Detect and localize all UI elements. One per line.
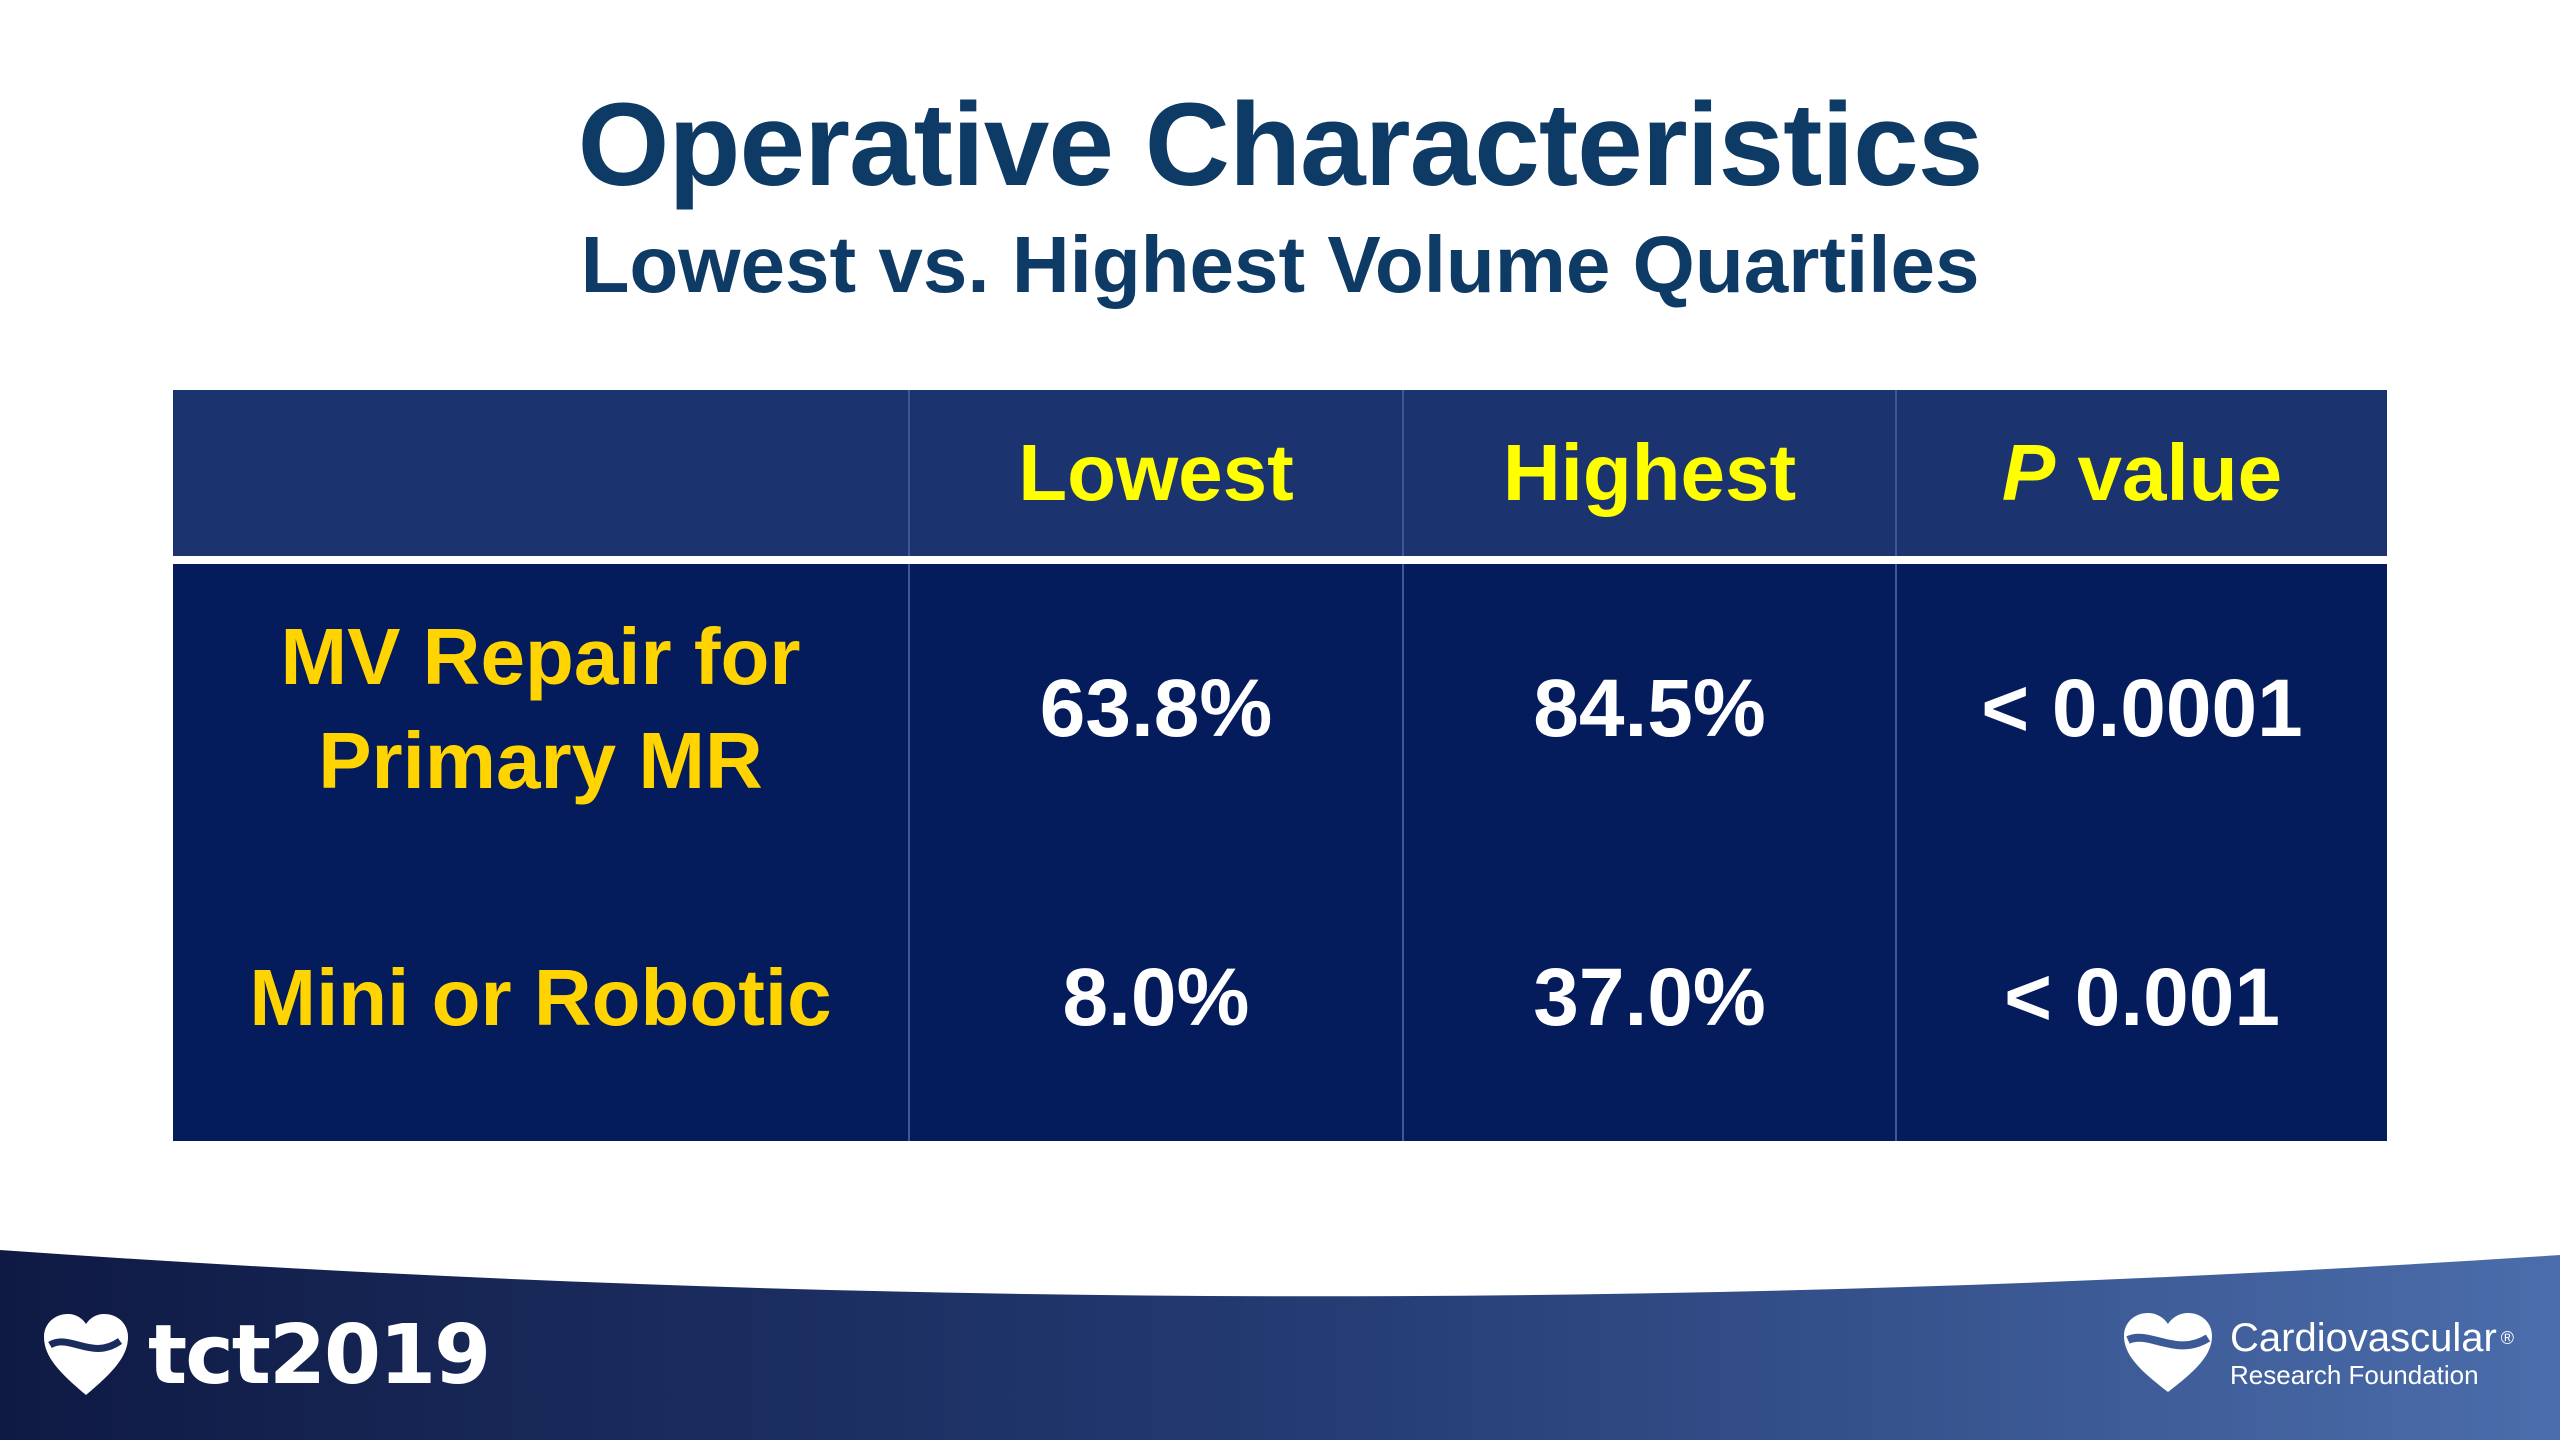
header-p-rest: value xyxy=(2055,428,2283,517)
row-label: Mini or Robotic xyxy=(249,952,832,1042)
heart-logo-icon xyxy=(44,1314,128,1395)
header-p-value: P value xyxy=(1895,390,2387,556)
header-highest: Highest xyxy=(1402,390,1895,556)
tct-logo: tct2019 xyxy=(40,1300,491,1410)
row-label-line2: Primary MR xyxy=(318,716,763,805)
row-label: MV Repair for Primary MR xyxy=(173,564,908,854)
slide-title: Operative Characteristics xyxy=(577,79,1984,211)
highest-value: 84.5% xyxy=(1402,564,1895,854)
table-header-row: Lowest Highest P value xyxy=(173,390,2387,556)
tct-logo-text: tct2019 xyxy=(148,1307,491,1403)
table-row: Mini or Robotic 8.0% 37.0% < 0.001 xyxy=(173,854,2387,1141)
slide-subtitle: Lowest vs. Highest Volume Quartiles xyxy=(580,220,1980,309)
footer-band xyxy=(0,1250,2560,1440)
crf-line2: Research Foundation xyxy=(2230,1360,2479,1390)
header-p-italic: P xyxy=(2001,428,2056,517)
header-empty-cell xyxy=(173,390,908,556)
row-label-line1: MV Repair for xyxy=(280,612,801,701)
header-lowest: Lowest xyxy=(908,390,1402,556)
table-row: MV Repair for Primary MR 63.8% 84.5% < 0… xyxy=(173,564,2387,854)
crf-line1: Cardiovascular xyxy=(2230,1316,2497,1360)
crf-logo-text: Cardiovascular ® Research Foundation xyxy=(2230,1316,2514,1390)
p-value: < 0.001 xyxy=(1895,854,2387,1141)
lowest-value: 63.8% xyxy=(908,564,1402,854)
crf-heart-logo-icon xyxy=(2124,1313,2212,1392)
lowest-value: 8.0% xyxy=(908,854,1402,1141)
header-separator xyxy=(173,556,2387,564)
p-value: < 0.0001 xyxy=(1895,564,2387,854)
highest-value: 37.0% xyxy=(1402,854,1895,1141)
crf-logo: Cardiovascular ® Research Foundation xyxy=(2120,1310,2514,1396)
data-table: Lowest Highest P value MV Repair for Pri… xyxy=(173,390,2387,1141)
registered-mark: ® xyxy=(2500,1328,2515,1348)
